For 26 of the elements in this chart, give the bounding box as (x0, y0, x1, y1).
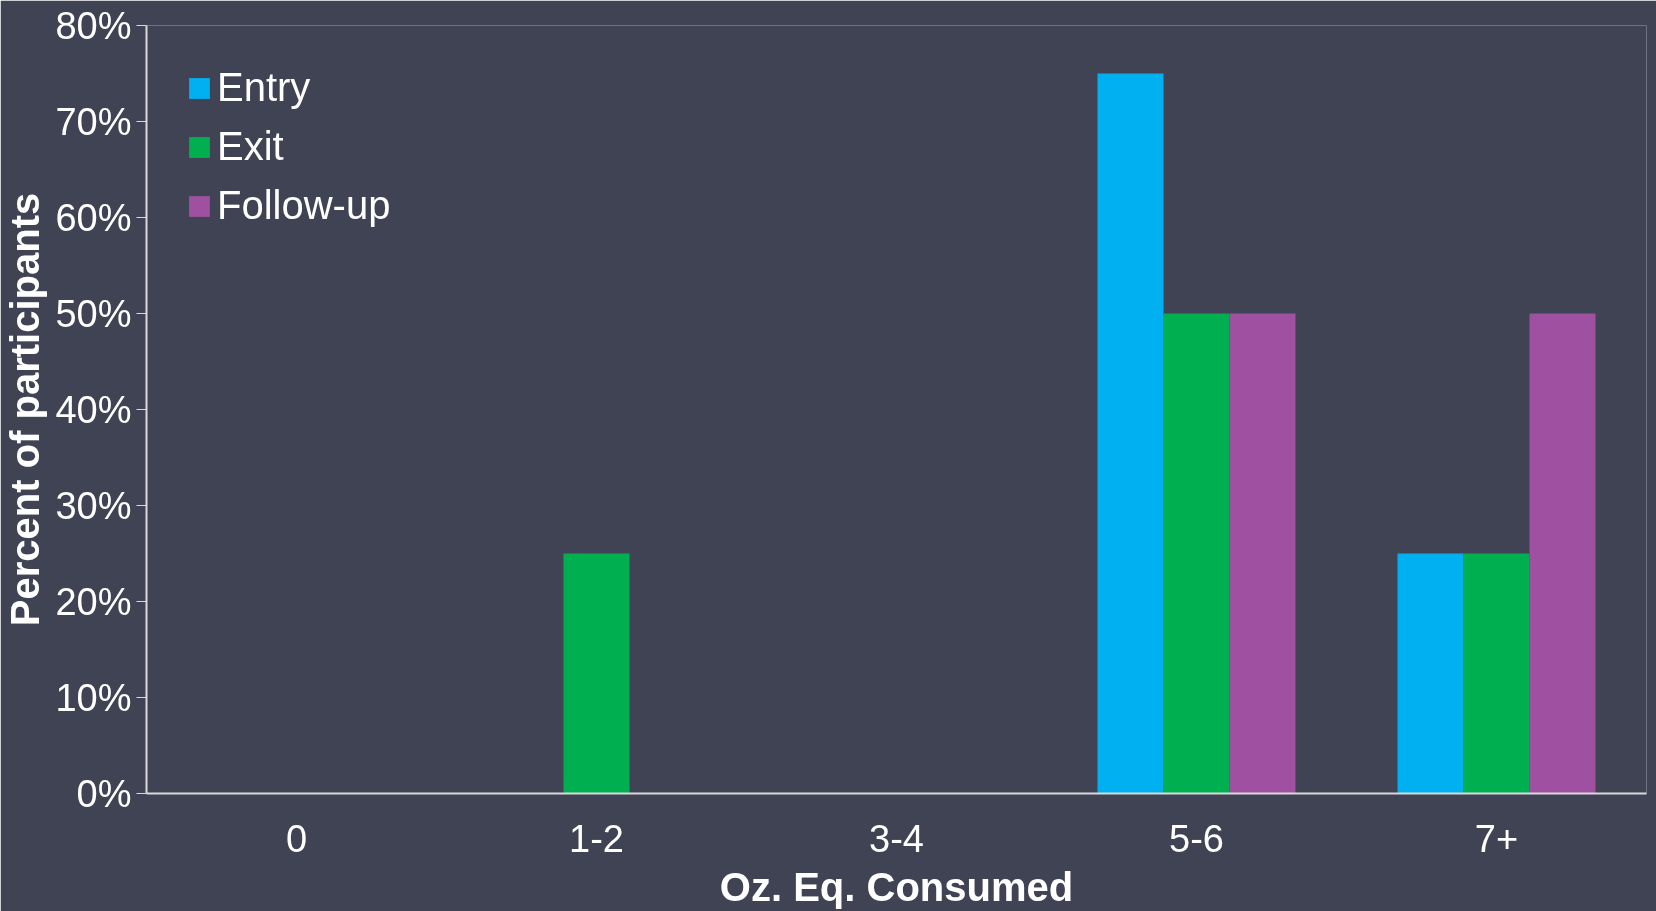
x-tick-label: 5-6 (1169, 817, 1224, 860)
bar (563, 553, 630, 794)
y-tick-label: 20% (55, 580, 132, 623)
bar (1529, 313, 1596, 794)
bar (1397, 553, 1464, 794)
x-tick-label: 7+ (1474, 817, 1519, 860)
bar (1163, 313, 1230, 794)
bar (1229, 313, 1296, 794)
x-tick-label: 1-2 (569, 817, 624, 860)
bar (1463, 553, 1530, 794)
x-axis-title: Oz. Eq. Consumed (719, 864, 1074, 909)
y-tick-label: 40% (55, 388, 132, 431)
y-tick-label: 50% (55, 292, 132, 335)
legend-label: Entry (217, 65, 311, 110)
y-tick-label: 70% (55, 100, 132, 143)
bar (1097, 73, 1164, 794)
x-tick-label: 3-4 (869, 817, 924, 860)
y-tick-label: 10% (55, 676, 132, 719)
legend-label: Follow-up (217, 183, 391, 228)
y-tick-label: 80% (55, 4, 132, 47)
y-tick-label: 60% (55, 196, 132, 239)
legend-label: Exit (217, 124, 284, 169)
y-tick-label: 30% (55, 484, 132, 527)
x-tick-label: 0 (285, 817, 308, 860)
y-tick-label: 0% (76, 772, 132, 815)
y-axis-title: Percent of participants (3, 192, 48, 627)
